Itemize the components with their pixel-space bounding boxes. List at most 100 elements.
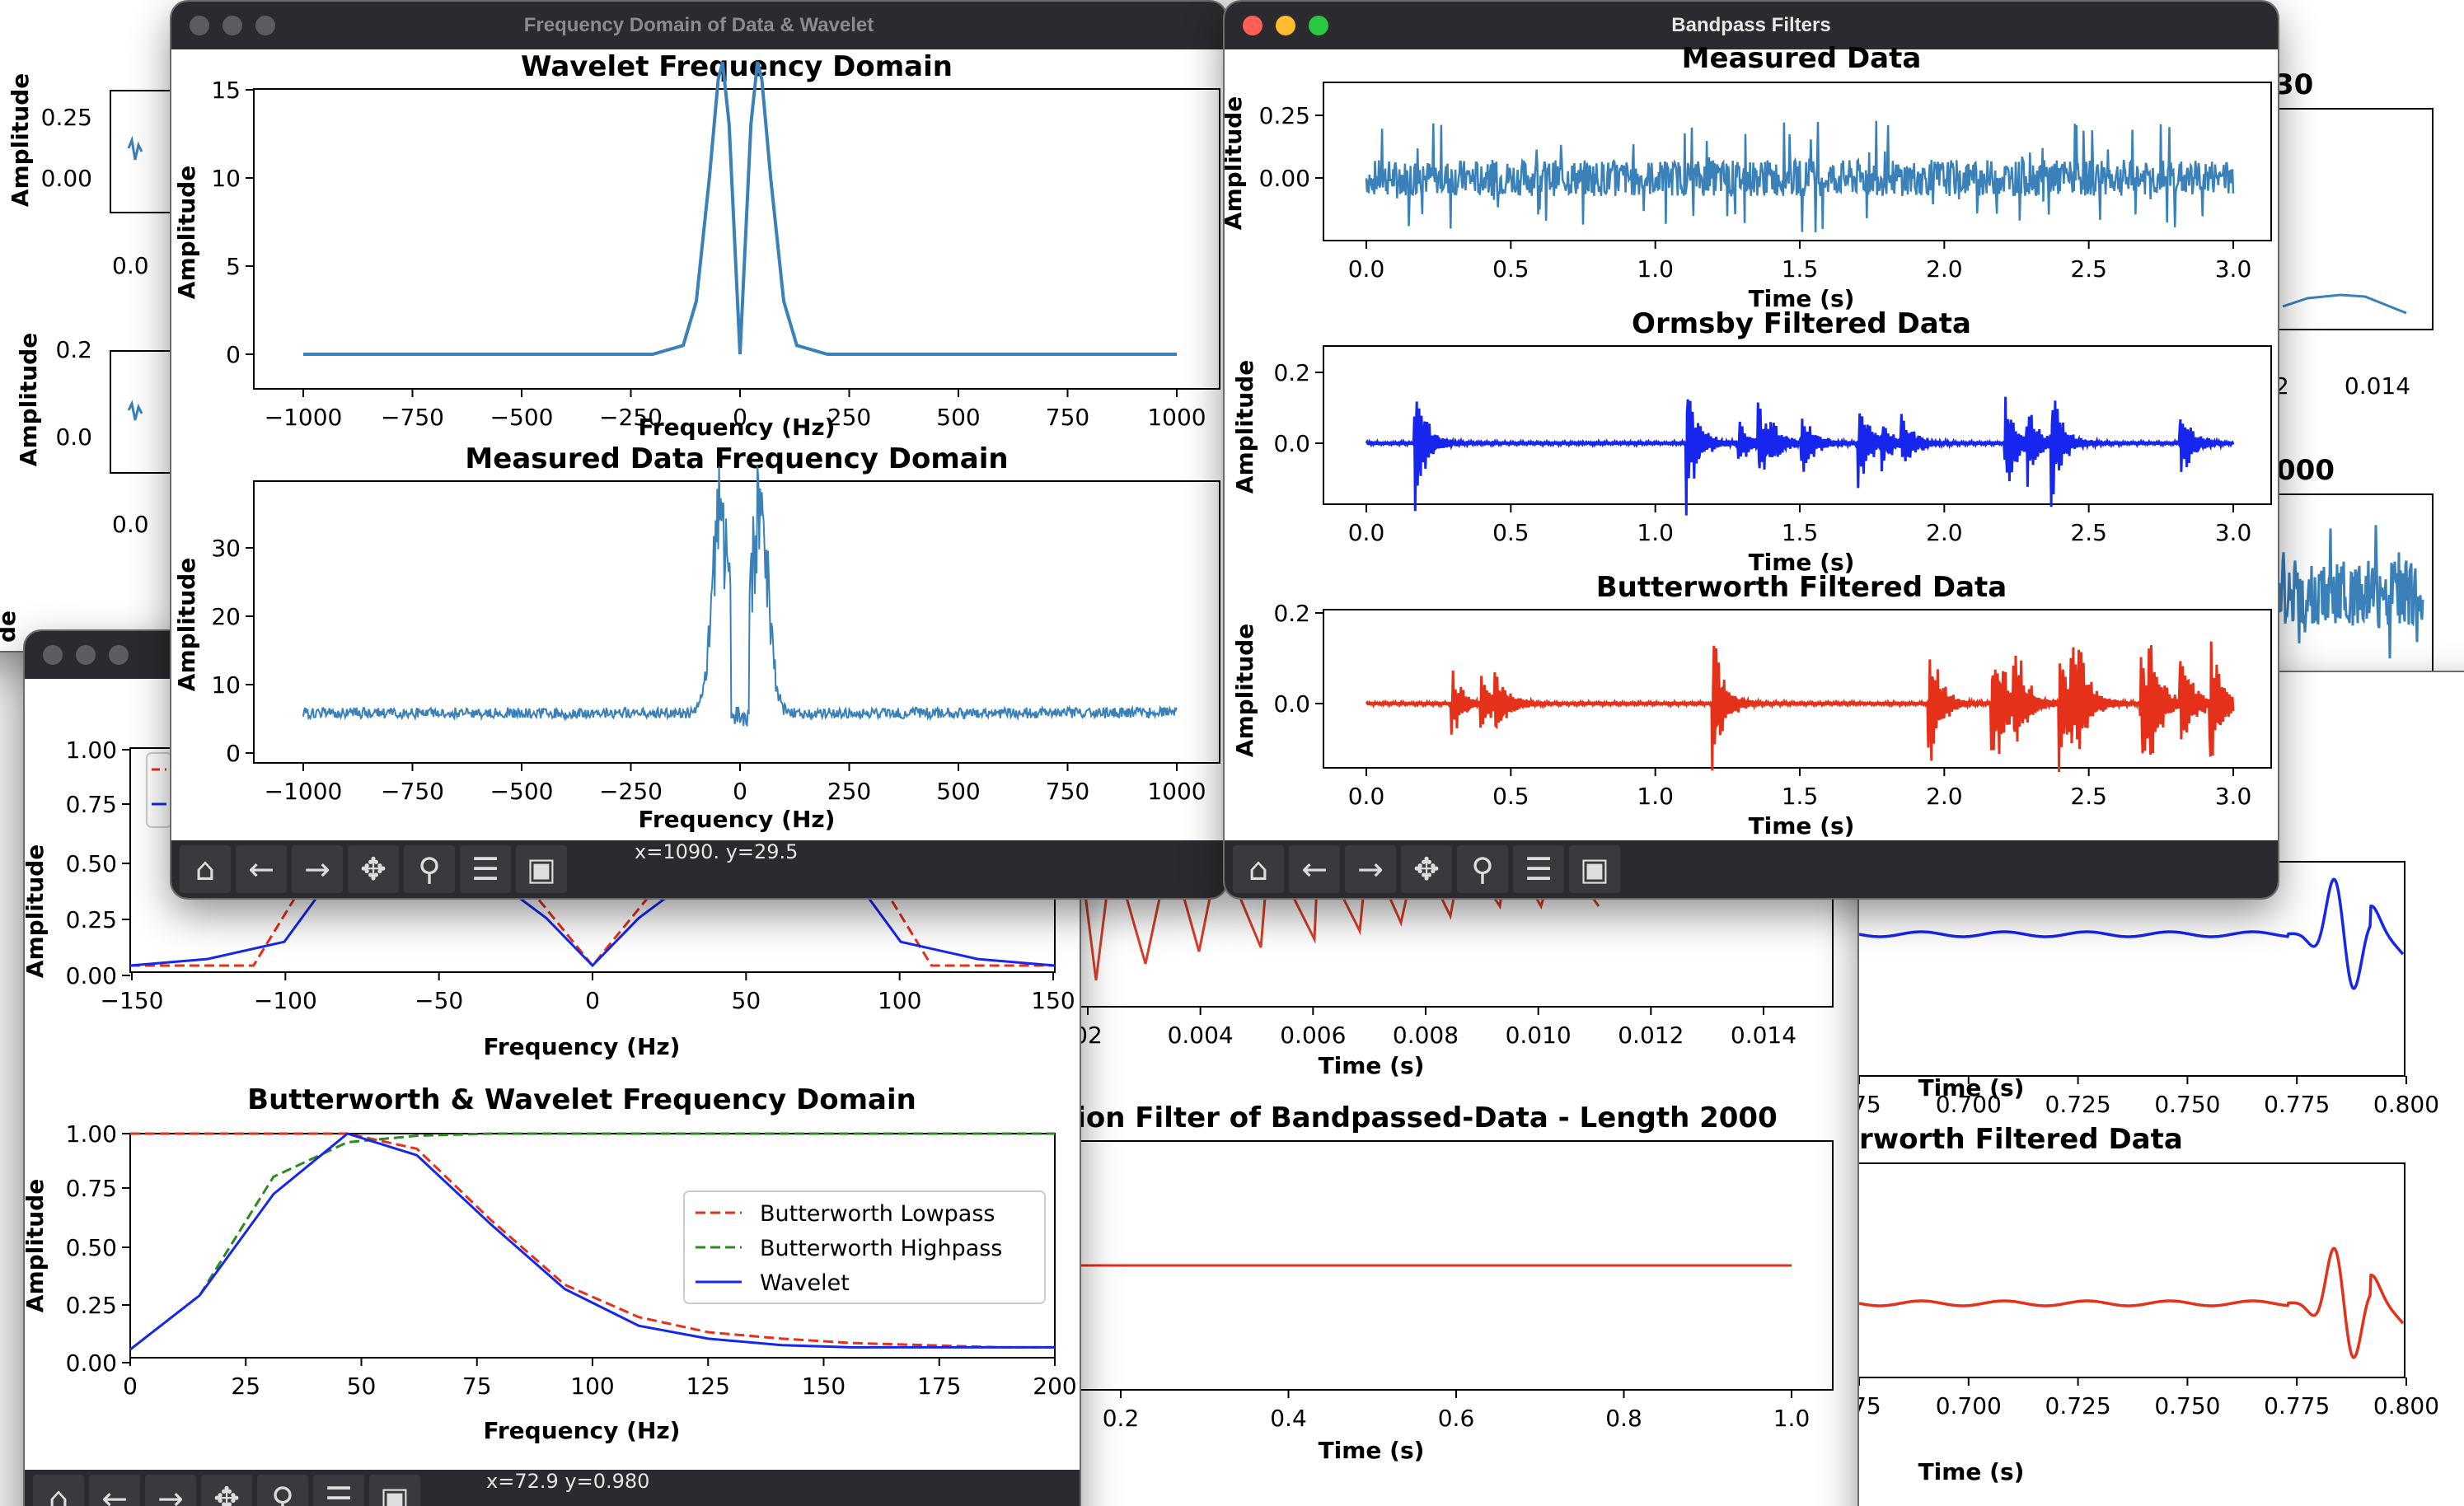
x-tick: 0.725: [2045, 1091, 2111, 1118]
window-frequency-domain[interactable]: Frequency Domain of Data & Wavelet Wavel…: [171, 2, 1226, 898]
y-tick: 0.75: [66, 791, 117, 818]
x-tick: 100: [570, 1373, 614, 1400]
x-tick: 1.5: [1782, 255, 1819, 283]
legend-wavelet: Wavelet: [760, 1270, 850, 1296]
x-tick: 0.775: [2264, 1392, 2330, 1419]
x-tick: 0.725: [2045, 1392, 2111, 1419]
y-axis-label: Amplitude: [1231, 360, 1258, 493]
window-filter-middle[interactable]: 02 0.004 0.006 0.008 0.010 0.012 0.014 Time (s…: [1022, 824, 1862, 1506]
x-tick: 50: [732, 987, 761, 1014]
back-arrow-icon[interactable]: ←: [236, 845, 287, 893]
bg-left-xtick: 0.0: [112, 511, 149, 538]
right-bottom-xlabel: Time (s): [1918, 1458, 2025, 1485]
x-tick: 0.0: [1348, 255, 1385, 283]
x-tick: 1.0: [1637, 255, 1674, 283]
x-tick: −50: [415, 987, 463, 1014]
x-tick: 750: [1046, 404, 1089, 431]
configure-subplots-icon[interactable]: ☰: [1513, 845, 1564, 893]
bg-left-ylabel: Amplitude: [7, 73, 34, 207]
x-tick: 0.006: [1280, 1022, 1346, 1049]
x-tick: 2.5: [2070, 783, 2107, 810]
x-tick: −750: [381, 778, 444, 805]
bg-right-title: 30: [2274, 68, 2313, 101]
home-icon[interactable]: ⌂: [33, 1475, 84, 1506]
x-tick: 100: [878, 987, 921, 1014]
x-tick: 0.0: [1348, 783, 1385, 810]
bg-right-xtick: 0.014: [2345, 372, 2410, 400]
forward-arrow-icon[interactable]: →: [1345, 845, 1396, 893]
x-tick: 250: [827, 778, 871, 805]
butterworth-toolbar: ⌂ ← → ✥ ⚲ ☰ ▣ x=72.9 y=0.980: [25, 1470, 1080, 1506]
x-tick: 3.0: [2215, 255, 2252, 283]
bg-right-title: 000: [2276, 454, 2335, 487]
back-arrow-icon[interactable]: ←: [89, 1475, 140, 1506]
forward-arrow-icon[interactable]: →: [292, 845, 343, 893]
zoom-icon[interactable]: ⚲: [257, 1475, 308, 1506]
ormsby-title: Ormsby Filtered Data: [1632, 307, 1971, 340]
x-axis-label: Frequency (Hz): [484, 1033, 681, 1060]
x-tick: 0.5: [1492, 783, 1529, 810]
y-tick: 0.75: [66, 1175, 117, 1202]
frequency-toolbar: ⌂ ← → ✥ ⚲ ☰ ▣ x=1090. y=29.5: [171, 840, 1226, 898]
bg-left-xtick: 0.0: [112, 252, 149, 279]
bw-chart-title: Butterworth & Wavelet Frequency Domain: [247, 1083, 916, 1116]
x-tick: 0.012: [1618, 1022, 1684, 1049]
y-tick: 0.50: [66, 1234, 117, 1261]
x-tick: 0.800: [2373, 1392, 2439, 1419]
y-tick: 30: [211, 535, 241, 562]
right-bottom-title: rworth Filtered Data: [1859, 1123, 2183, 1156]
x-tick: 750: [1046, 778, 1089, 805]
x-tick: 1.5: [1782, 519, 1819, 546]
configure-subplots-icon[interactable]: ☰: [313, 1475, 364, 1506]
pan-icon[interactable]: ✥: [1401, 845, 1452, 893]
x-tick: 0.008: [1393, 1022, 1459, 1049]
home-icon[interactable]: ⌂: [180, 845, 231, 893]
x-tick: 175: [917, 1373, 961, 1400]
x-tick: 575: [1859, 1392, 1881, 1419]
y-tick: 0.00: [66, 1349, 117, 1377]
x-tick: 1.0: [1637, 783, 1674, 810]
x-tick: 2.5: [2070, 519, 2107, 546]
x-tick: 0.6: [1438, 1405, 1475, 1432]
frequency-plots: Wavelet Frequency Domain −1000 −750 −500 −2…: [171, 2, 1226, 898]
y-axis-label: Amplitude: [25, 1179, 49, 1312]
x-tick: 200: [1033, 1373, 1076, 1400]
home-icon[interactable]: ⌂: [1233, 845, 1284, 893]
y-tick: 0.2: [1273, 600, 1310, 627]
zoom-icon[interactable]: ⚲: [1457, 845, 1508, 893]
y-tick: 0.50: [66, 850, 117, 877]
zoom-icon[interactable]: ⚲: [404, 845, 455, 893]
x-axis-label: Frequency (Hz): [639, 806, 836, 833]
y-axis-label: Amplitude: [25, 844, 49, 978]
back-arrow-icon[interactable]: ←: [1289, 845, 1340, 893]
pan-icon[interactable]: ✥: [201, 1475, 252, 1506]
right-top-xlabel: Time (s): [1918, 1074, 2025, 1101]
bg-right-plots: 30 2 0.014 000: [2258, 0, 2464, 692]
bg-left-ytick: 0.2: [55, 336, 92, 363]
save-icon[interactable]: ▣: [369, 1475, 420, 1506]
y-tick: 1.00: [66, 1120, 117, 1148]
window-bandpass-filters[interactable]: Bandpass Filters Measured Data 0.0 0.5 1.0…: [1225, 2, 2278, 898]
forward-arrow-icon[interactable]: →: [145, 1475, 196, 1506]
legend-partial: [147, 753, 171, 827]
y-axis-label: Amplitude: [173, 166, 200, 299]
y-tick: 0.0: [1273, 430, 1310, 457]
x-tick: −150: [101, 987, 164, 1014]
window-background-right[interactable]: 30 2 0.014 000: [2258, 0, 2464, 692]
x-tick: −1000: [265, 778, 343, 805]
x-tick: 0: [733, 778, 747, 805]
x-tick: 1.0: [1773, 1405, 1811, 1432]
pan-icon[interactable]: ✥: [348, 845, 399, 893]
y-tick: 0.00: [1259, 165, 1310, 192]
x-tick: 75: [462, 1373, 492, 1400]
configure-subplots-icon[interactable]: ☰: [460, 845, 511, 893]
x-tick: 150: [802, 1373, 846, 1400]
x-tick: 0.8: [1605, 1405, 1642, 1432]
x-tick: 0.750: [2154, 1392, 2220, 1419]
middle-bottom-xlabel: Time (s): [1319, 1437, 1425, 1464]
bandpass-toolbar: ⌂ ← → ✥ ⚲ ☰ ▣: [1225, 840, 2278, 898]
save-icon[interactable]: ▣: [1569, 845, 1620, 893]
y-tick: 5: [226, 253, 241, 280]
x-tick: −100: [254, 987, 317, 1014]
save-icon[interactable]: ▣: [516, 845, 567, 893]
